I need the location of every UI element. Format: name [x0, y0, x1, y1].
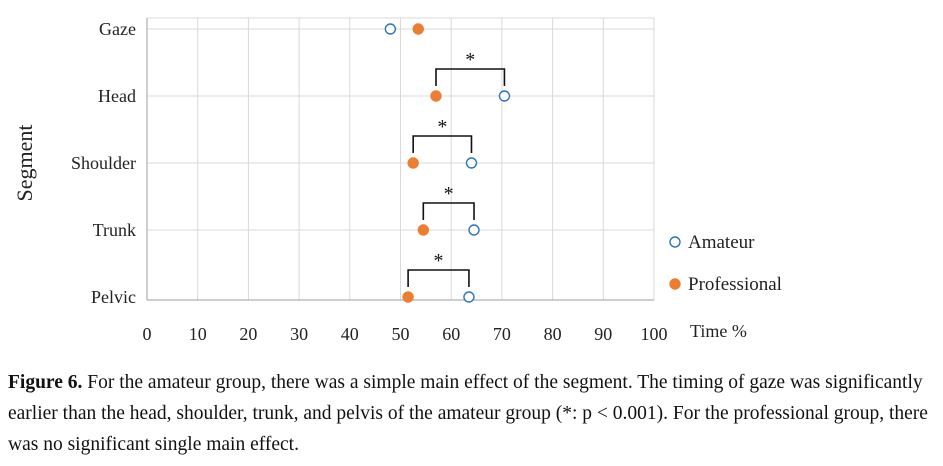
point-professional: [402, 291, 414, 303]
significance-star: *: [465, 49, 475, 71]
x-tick-label: 50: [392, 324, 410, 344]
point-professional: [430, 90, 442, 102]
significance-bracket: [435, 68, 506, 86]
data-points: [384, 23, 511, 303]
point-professional: [407, 157, 419, 169]
category-label: Shoulder: [71, 153, 136, 173]
point-amateur: [468, 224, 480, 236]
grid: [147, 17, 655, 300]
x-tick-label: 90: [594, 324, 612, 344]
x-tick-label: 20: [239, 324, 257, 344]
x-tick-label: 70: [493, 324, 511, 344]
significance-bracket: [422, 202, 475, 220]
significance-star: *: [437, 116, 447, 138]
x-tick-label: 30: [290, 324, 308, 344]
point-amateur: [384, 23, 397, 35]
legend-marker-amateur: [669, 236, 681, 248]
point-professional: [417, 224, 430, 236]
labels: Gaze Head Shoulder Trunk Pelvic 0 10 20 30 40 50 60…: [12, 19, 747, 344]
x-tick-label: 40: [341, 324, 359, 344]
category-label: Pelvic: [91, 287, 136, 307]
caption-text: For the amateur group, there was a simpl…: [8, 372, 928, 455]
x-tick-label: 100: [641, 324, 668, 344]
significance-star: *: [434, 250, 444, 272]
category-label: Head: [98, 86, 136, 106]
point-amateur: [465, 157, 478, 169]
chart: * * * * Gaze Head Shoulder Trunk Pelvic 0 10 20 30 4…: [12, 17, 782, 344]
category-label: Trunk: [93, 220, 136, 240]
legend-label-professional: Professional: [688, 274, 782, 295]
x-tick-label: 60: [442, 324, 460, 344]
significance-brackets: * * * *: [407, 49, 506, 287]
y-axis-title: Segment: [12, 125, 37, 202]
legend-label-amateur: Amateur: [688, 232, 755, 253]
x-axis-title: Time %: [690, 321, 747, 341]
point-professional: [412, 23, 424, 35]
significance-bracket: [412, 135, 473, 153]
significance-star: *: [444, 183, 454, 205]
x-tick-label: 10: [189, 324, 207, 344]
figure-caption: Figure 6. For the amateur group, there w…: [8, 367, 938, 460]
legend-marker-professional: [669, 278, 681, 290]
axes: [146, 18, 654, 301]
x-tick-label: 80: [544, 324, 562, 344]
caption-lead: Figure 6.: [8, 372, 83, 393]
point-amateur: [498, 90, 511, 102]
point-amateur: [463, 291, 475, 303]
x-tick-label: 0: [143, 324, 152, 344]
category-label: Gaze: [99, 19, 136, 39]
legend: Amateur Professional: [669, 232, 782, 295]
significance-bracket: [407, 269, 470, 287]
